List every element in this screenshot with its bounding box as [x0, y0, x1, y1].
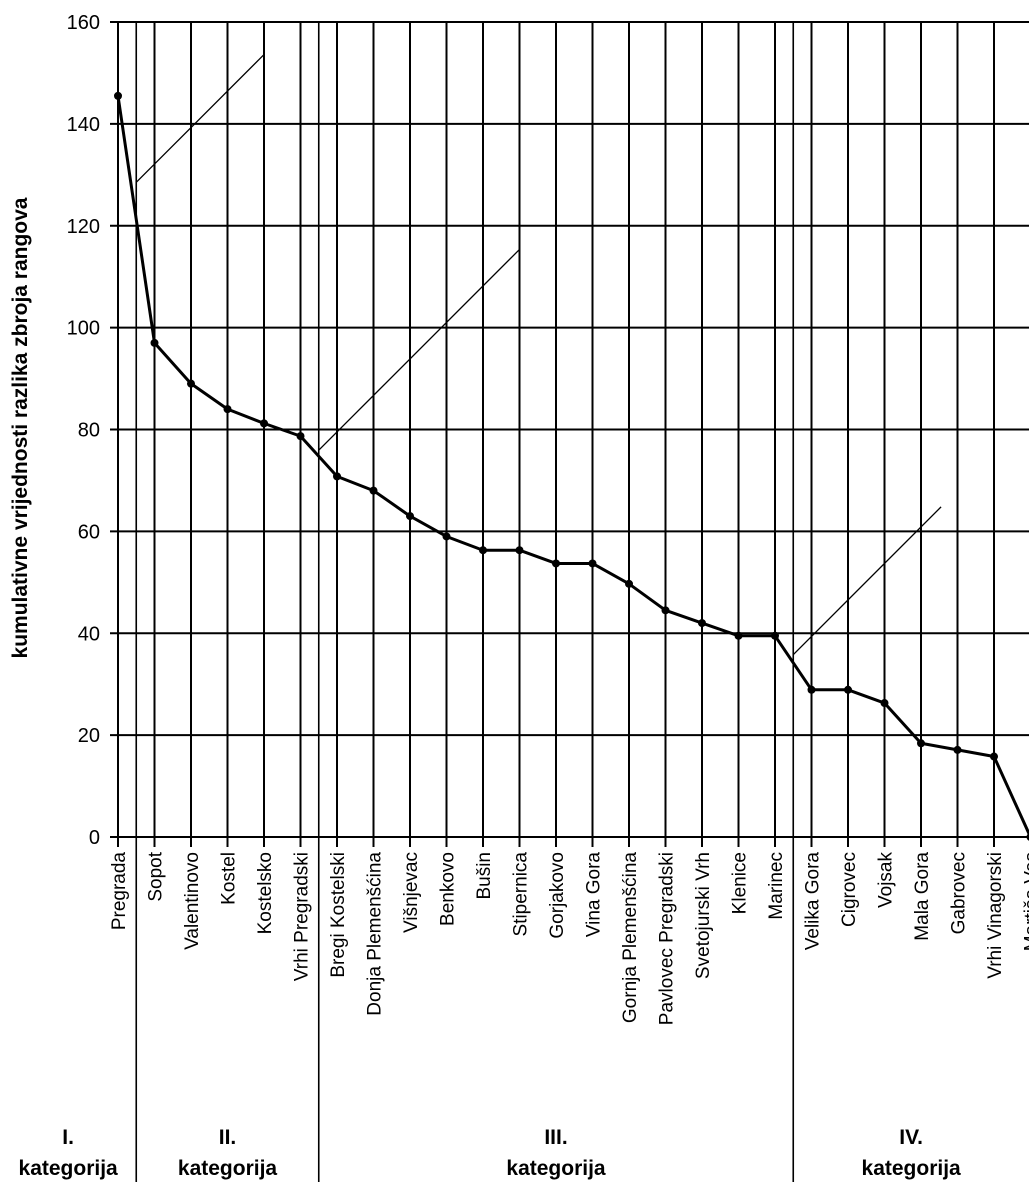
- data-point: [223, 405, 232, 414]
- x-tick-label: Gorjakovo: [547, 852, 568, 939]
- group-brackets: [135, 54, 942, 656]
- series-line: [116, 95, 1029, 838]
- data-point: [698, 619, 706, 628]
- x-tick-label: Bušin: [474, 852, 495, 900]
- data-point: [953, 745, 962, 754]
- data-point: [296, 432, 305, 441]
- x-tick-label: Velika Gora: [803, 852, 824, 951]
- x-tick-label: Stipernica: [511, 852, 532, 937]
- x-tick-label: Vrhi Pregradski: [292, 852, 313, 981]
- y-tick-label: 160: [67, 12, 100, 34]
- data-point: [661, 606, 670, 615]
- data-point: [552, 559, 560, 568]
- data-point: [588, 559, 597, 568]
- group-bracket-diagonal: [135, 54, 265, 183]
- y-tick-label: 120: [67, 216, 100, 238]
- group-roman-label: IV.: [899, 1126, 923, 1149]
- x-tick-label: Klenice: [730, 852, 751, 914]
- x-tick-label: Benkovo: [438, 852, 459, 926]
- group-bracket-diagonal: [318, 248, 520, 451]
- data-point: [406, 512, 414, 521]
- data-point: [1026, 833, 1029, 841]
- data-point: [880, 699, 889, 708]
- x-tick-label: Gornja Plemenšćina: [620, 852, 641, 1024]
- x-tick-label: Martiša Ves: [1022, 852, 1029, 951]
- y-tick-label: 40: [78, 623, 100, 645]
- data-point: [844, 685, 852, 694]
- x-tick-label: Kostel: [219, 852, 240, 905]
- group-roman-label: II.: [219, 1126, 237, 1149]
- data-point: [734, 631, 743, 640]
- x-tick-label: Svetojurski Vrh: [693, 852, 714, 979]
- data-point: [917, 739, 925, 748]
- x-tick-label: Mala Gora: [912, 852, 933, 941]
- group-name-label: kategorija: [506, 1157, 606, 1180]
- y-tick-label: 60: [78, 521, 100, 543]
- group-roman-label: I.: [62, 1126, 74, 1149]
- x-tick-label: Cigrovec: [839, 852, 860, 927]
- group-name-label: kategorija: [862, 1157, 962, 1180]
- data-point: [333, 472, 341, 481]
- y-tick-labels: 0 20 40 60 80 100 120 140 160: [67, 12, 100, 849]
- data-point: [260, 419, 268, 428]
- data-point: [771, 631, 779, 640]
- y-tick-label: 140: [67, 114, 100, 136]
- group-bracket-diagonal: [792, 506, 942, 656]
- y-tick-label: 100: [67, 318, 100, 340]
- y-tick-label: 80: [78, 420, 100, 442]
- data-point: [990, 752, 998, 761]
- group-labels: I. kategorija II. kategorija III. kategorija I…: [19, 1126, 962, 1180]
- x-tick-label: Valentinovo: [182, 852, 203, 950]
- x-tick-label: Sopot: [146, 851, 167, 901]
- x-tick-label: Gabrovec: [949, 852, 970, 934]
- x-tick-label: Bregi Kostelski: [328, 852, 349, 978]
- data-point: [515, 546, 524, 555]
- data-point: [479, 546, 487, 555]
- grid-lines: [110, 21, 1029, 847]
- x-tick-label: Višnjevac: [401, 852, 422, 933]
- group-name-label: kategorija: [19, 1157, 119, 1180]
- data-point: [369, 486, 378, 495]
- x-tick-label: Marinec: [766, 852, 787, 920]
- x-tick-label: Pavlovec Pregradski: [657, 852, 678, 1025]
- data-point: [625, 579, 633, 588]
- x-tick-label: Vina Gora: [584, 852, 605, 938]
- x-tick-label: Kostelsko: [255, 852, 276, 934]
- x-tick-labels: Pregrada Sopot Valentinovo Kostel Kostelsko V…: [109, 851, 1029, 1025]
- x-tick-label: Vojsak: [876, 852, 897, 908]
- group-roman-label: III.: [544, 1126, 567, 1149]
- y-tick-label: 20: [78, 725, 100, 747]
- group-name-label: kategorija: [178, 1157, 278, 1180]
- data-point: [807, 685, 816, 694]
- x-tick-label: Vrhi Vinagorski: [985, 852, 1006, 979]
- data-point: [150, 338, 159, 347]
- x-tick-label: Donja Plemenšćina: [365, 852, 386, 1016]
- data-point: [442, 532, 451, 541]
- y-tick-label: 0: [89, 827, 100, 849]
- data-series: [114, 91, 1029, 841]
- data-point: [114, 91, 122, 100]
- data-point: [187, 379, 195, 388]
- x-tick-label: Pregrada: [109, 852, 130, 931]
- y-axis-label: kumulativne vrijednosti razlika zbroja r…: [9, 197, 32, 658]
- category-dividers: [135, 22, 795, 1182]
